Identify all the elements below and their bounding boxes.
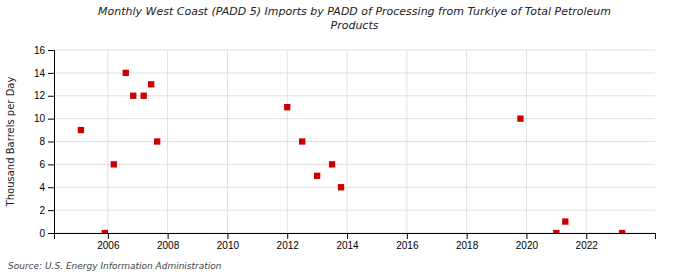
y-tick-label: 8 — [39, 136, 45, 147]
point — [562, 218, 568, 224]
point — [154, 138, 160, 144]
y-tick-label: 4 — [39, 182, 45, 193]
x-tick-mark — [287, 233, 288, 239]
point — [619, 230, 625, 233]
x-tick: 2008 — [157, 233, 180, 251]
point — [78, 127, 84, 133]
point — [314, 173, 320, 179]
x-tick-label: 2016 — [396, 240, 419, 251]
point — [517, 115, 523, 121]
y-tick: 8 — [39, 136, 54, 147]
x-tick-mark — [526, 233, 527, 239]
x-tick-label: 2014 — [336, 240, 359, 251]
point — [102, 230, 108, 233]
x-tick-label: 2022 — [576, 240, 599, 251]
y-tick-mark — [48, 164, 54, 165]
x-tick: 2022 — [576, 233, 599, 251]
y-tick: 2 — [39, 205, 54, 216]
x-grid-line — [406, 50, 407, 233]
x-grid-line — [347, 50, 348, 233]
x-tick-label: 2018 — [456, 240, 479, 251]
y-tick-mark — [48, 142, 54, 143]
y-tick-mark — [48, 119, 54, 120]
y-tick: 10 — [34, 113, 54, 124]
x-tick: 2014 — [336, 233, 359, 251]
x-tick-label: 2006 — [97, 240, 120, 251]
x-tick: 2016 — [396, 233, 419, 251]
x-grid-line — [287, 50, 288, 233]
x-tick-mark — [108, 233, 109, 239]
y-grid-line — [54, 118, 655, 119]
x-grid-line — [107, 50, 108, 233]
x-tick-label: 2010 — [217, 240, 240, 251]
x-tick: 2020 — [516, 233, 539, 251]
y-tick-mark — [48, 96, 54, 97]
grid — [54, 50, 655, 233]
x-tick-label: 2012 — [277, 240, 300, 251]
point — [553, 230, 559, 233]
x-grid-line — [586, 50, 587, 233]
point — [111, 161, 117, 167]
y-tick-mark — [48, 210, 54, 211]
point — [329, 161, 335, 167]
x-tick-mark — [467, 233, 468, 239]
y-tick-label: 14 — [34, 68, 46, 79]
y-tick-label: 2 — [39, 205, 45, 216]
chart: 2006 2008 2010 2012 2014 2016 2018 2020 2022 0 2 4 6… — [0, 0, 675, 275]
x-axis: 2006 2008 2010 2012 2014 2016 2018 2020 2022 — [55, 233, 656, 251]
y-grid-line — [54, 141, 655, 142]
y-tick-label: 6 — [39, 159, 45, 170]
x-axis-line — [55, 234, 656, 240]
plot-area — [78, 70, 626, 233]
x-tick-mark — [168, 233, 169, 239]
y-tick-label: 0 — [39, 228, 45, 239]
title: Monthly West Coast (PADD 5) Imports by P… — [98, 5, 611, 32]
y-tick-label: 10 — [34, 113, 46, 124]
x-tick-label: 2020 — [516, 240, 539, 251]
y-axis-title: Thousand Barrels per Day — [5, 77, 16, 208]
y-tick-label: 12 — [34, 90, 46, 101]
x-tick: 2018 — [456, 233, 479, 251]
y-tick: 0 — [39, 228, 54, 239]
y-tick: 14 — [34, 68, 54, 79]
x-tick: 2010 — [217, 233, 240, 251]
x-tick: 2012 — [277, 233, 300, 251]
x-tick-label: 2008 — [157, 240, 180, 251]
y-grid-line — [54, 50, 655, 51]
y-tick: 16 — [34, 45, 54, 56]
x-tick-mark — [347, 233, 348, 239]
point — [148, 81, 154, 87]
y-grid-line — [54, 210, 655, 211]
point — [130, 93, 136, 99]
y-axis-line — [48, 51, 55, 234]
y-tick: 4 — [39, 182, 54, 193]
x-tick-mark — [227, 233, 228, 239]
y-tick-mark — [48, 233, 54, 234]
x-grid-line — [526, 50, 527, 233]
x-grid-line — [227, 50, 228, 233]
y-grid-line — [54, 164, 655, 165]
x-grid-line — [167, 50, 168, 233]
x-tick-mark — [407, 233, 408, 239]
y-grid-line — [54, 72, 655, 73]
point — [141, 93, 147, 99]
annotation: Source: U.S. Energy Information Administ… — [8, 261, 222, 271]
x-grid-line — [466, 50, 467, 233]
point — [299, 138, 305, 144]
y-tick: 12 — [34, 90, 54, 101]
x-tick: 2006 — [97, 233, 120, 251]
x-tick-mark — [586, 233, 587, 239]
y-tick-label: 16 — [34, 45, 46, 56]
point — [123, 70, 129, 76]
y-axis: 0 2 4 6 8 10 12 14 16 — [34, 45, 55, 239]
y-tick: 6 — [39, 159, 54, 170]
point — [284, 104, 290, 110]
y-tick-mark — [48, 187, 54, 188]
y-tick-mark — [48, 50, 54, 51]
point — [338, 184, 344, 190]
y-grid-line — [54, 187, 655, 188]
y-tick-mark — [48, 73, 54, 74]
